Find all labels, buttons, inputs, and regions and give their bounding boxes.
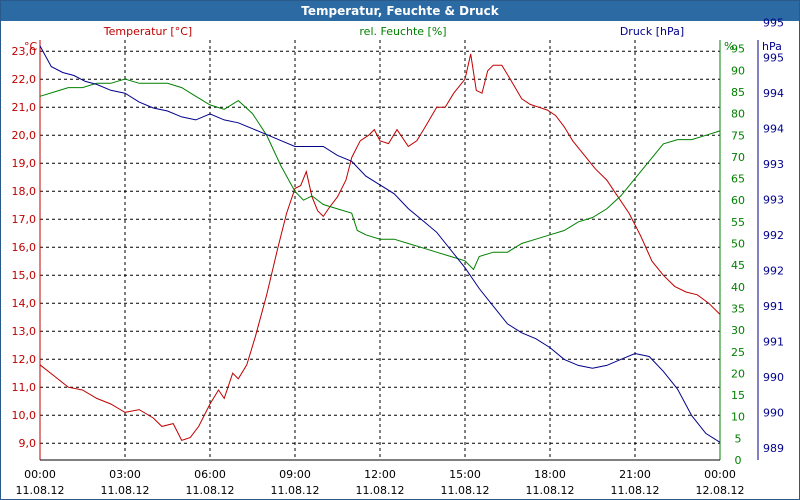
hum-tick-label: 20: [731, 367, 745, 380]
temp-tick-label: 23,0: [12, 45, 37, 58]
press-tick-label: 989: [763, 442, 784, 455]
hum-tick-label: 5: [735, 432, 742, 445]
temp-tick-label: 15,0: [12, 269, 37, 282]
hum-tick-label: 80: [731, 108, 745, 121]
hum-tick-label: 25: [731, 346, 745, 359]
x-tick-date: 11.08.12: [526, 484, 575, 497]
press-tick-label: 993: [763, 158, 784, 171]
x-tick-time: 12:00: [364, 468, 396, 481]
hum-tick-label: 75: [731, 129, 745, 142]
press-tick-label: 992: [763, 229, 784, 242]
x-tick-time: 21:00: [619, 468, 651, 481]
press-tick-label: 990: [763, 407, 784, 420]
press-tick-label: 991: [763, 336, 784, 349]
press-axis-ticks: 989 990 990 991 991 992 992 993 993 994 994 995 995: [763, 16, 784, 455]
temp-tick-label: 10,0: [12, 409, 37, 422]
x-tick-date: 12.08.12: [696, 484, 745, 497]
temp-tick-label: 21,0: [12, 101, 37, 114]
x-tick-date: 11.08.12: [356, 484, 405, 497]
hum-tick-label: 85: [731, 86, 745, 99]
hum-tick-label: 90: [731, 64, 745, 77]
press-tick-label: 991: [763, 300, 784, 313]
hum-tick-label: 70: [731, 151, 745, 164]
temp-tick-label: 12,0: [12, 353, 37, 366]
temp-tick-label: 9,0: [19, 437, 37, 450]
press-tick-label: 990: [763, 371, 784, 384]
x-tick-time: 09:00: [279, 468, 311, 481]
temp-tick-label: 13,0: [12, 325, 37, 338]
x-tick-date: 11.08.12: [101, 484, 150, 497]
x-tick-date: 11.08.12: [441, 484, 490, 497]
temp-tick-label: 17,0: [12, 213, 37, 226]
hum-tick-label: 35: [731, 302, 745, 315]
axis-labels: °C Temperatur [°C] % rel. Feuchte [%] hP…: [24, 25, 782, 53]
press-axis-title: Druck [hPa]: [620, 25, 684, 38]
temp-tick-label: 11,0: [12, 381, 37, 394]
hum-tick-label: 45: [731, 259, 745, 272]
temp-axis-ticks: 9,0 10,0 11,0 12,0 13,0 14,0 15,0 16,0 17,0 18,0 1…: [12, 45, 37, 450]
x-tick-time: 00:00: [704, 468, 736, 481]
temp-tick-label: 18,0: [12, 185, 37, 198]
temp-tick-label: 22,0: [12, 73, 37, 86]
press-tick-label: 995: [763, 52, 784, 65]
x-tick-time: 06:00: [194, 468, 226, 481]
hum-unit-label: %: [724, 40, 734, 53]
hum-tick-label: 30: [731, 324, 745, 337]
hum-tick-label: 50: [731, 238, 745, 251]
hum-tick-label: 15: [731, 389, 745, 402]
hum-tick-label: 55: [731, 216, 745, 229]
x-tick-time: 15:00: [449, 468, 481, 481]
x-tick-date: 11.08.12: [186, 484, 235, 497]
x-tick-date: 11.08.12: [16, 484, 65, 497]
temp-tick-label: 19,0: [12, 157, 37, 170]
x-axis-ticks: 00:00 11.08.12 03:00 11.08.12 06:00 11.08.12 0…: [16, 468, 745, 497]
temp-unit-label: °C: [24, 40, 38, 53]
window-title: Temperatur, Feuchte & Druck: [1, 1, 799, 21]
press-tick-label: 992: [763, 265, 784, 278]
series-line-press: [39, 45, 721, 443]
hum-tick-label: 95: [731, 43, 745, 56]
hum-axis-title: rel. Feuchte [%]: [359, 25, 446, 38]
hum-tick-label: 10: [731, 411, 745, 424]
x-tick-time: 18:00: [534, 468, 566, 481]
hum-tick-label: 0: [735, 454, 742, 467]
x-tick-time: 03:00: [109, 468, 141, 481]
press-tick-label: 994: [763, 87, 784, 100]
temp-axis-title: Temperatur [°C]: [103, 25, 192, 38]
series-line-hum: [39, 78, 721, 271]
temp-tick-label: 16,0: [12, 241, 37, 254]
press-tick-label: 994: [763, 123, 784, 136]
plot-frame: [39, 40, 759, 461]
hum-tick-label: 40: [731, 281, 745, 294]
press-tick-label: 993: [763, 194, 784, 207]
x-tick-date: 11.08.12: [611, 484, 660, 497]
hum-axis-ticks: 0 5 10 15 20 25 30 35 40 45 50 55 60 65 70 75 80 85 90 95: [731, 43, 745, 467]
hum-tick-label: 60: [731, 194, 745, 207]
x-tick-date: 11.08.12: [271, 484, 320, 497]
x-tick-time: 00:00: [24, 468, 56, 481]
series-line-temp: [39, 53, 721, 442]
hum-tick-label: 65: [731, 173, 745, 186]
temp-tick-label: 20,0: [12, 129, 37, 142]
press-tick-label: 995: [763, 16, 784, 29]
press-unit-label: hPa: [762, 40, 782, 53]
temp-tick-label: 14,0: [12, 297, 37, 310]
series-lines: [39, 45, 721, 443]
